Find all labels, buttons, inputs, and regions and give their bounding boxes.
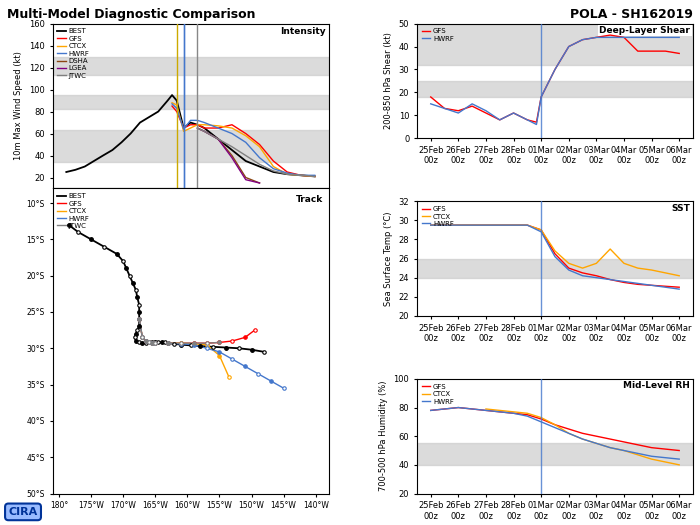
Legend: GFS, CTCX, HWRF: GFS, CTCX, HWRF: [421, 205, 455, 228]
Y-axis label: Sea Surface Temp (°C): Sea Surface Temp (°C): [384, 212, 393, 306]
Y-axis label: 700-500 hPa Humidity (%): 700-500 hPa Humidity (%): [379, 381, 388, 491]
Text: Track: Track: [296, 195, 323, 204]
Bar: [52, 130, 328, 162]
Bar: [52, 57, 328, 75]
Bar: [417, 443, 693, 465]
Text: Multi-Model Diagnostic Comparison: Multi-Model Diagnostic Comparison: [7, 8, 256, 21]
Legend: GFS, CTCX, HWRF: GFS, CTCX, HWRF: [421, 382, 455, 406]
Bar: [417, 259, 693, 278]
Bar: [52, 95, 328, 109]
Text: CIRA: CIRA: [8, 507, 38, 517]
Text: SST: SST: [671, 204, 690, 213]
Legend: BEST, GFS, CTCX, HWRF, JTWC: BEST, GFS, CTCX, HWRF, JTWC: [56, 192, 91, 230]
Y-axis label: 10m Max Wind Speed (kt): 10m Max Wind Speed (kt): [15, 51, 23, 161]
Text: Intensity: Intensity: [280, 27, 326, 36]
Text: Mid-Level RH: Mid-Level RH: [624, 381, 690, 390]
Text: POLA - SH162019: POLA - SH162019: [570, 8, 693, 21]
Y-axis label: 200-850 hPa Shear (kt): 200-850 hPa Shear (kt): [384, 33, 393, 129]
Bar: [417, 24, 693, 65]
Legend: GFS, HWRF: GFS, HWRF: [421, 27, 455, 43]
Text: Deep-Layer Shear: Deep-Layer Shear: [599, 26, 690, 35]
Bar: [417, 81, 693, 97]
Legend: BEST, GFS, CTCX, HWRF, DSHA, LGEA, JTWC: BEST, GFS, CTCX, HWRF, DSHA, LGEA, JTWC: [56, 27, 91, 80]
